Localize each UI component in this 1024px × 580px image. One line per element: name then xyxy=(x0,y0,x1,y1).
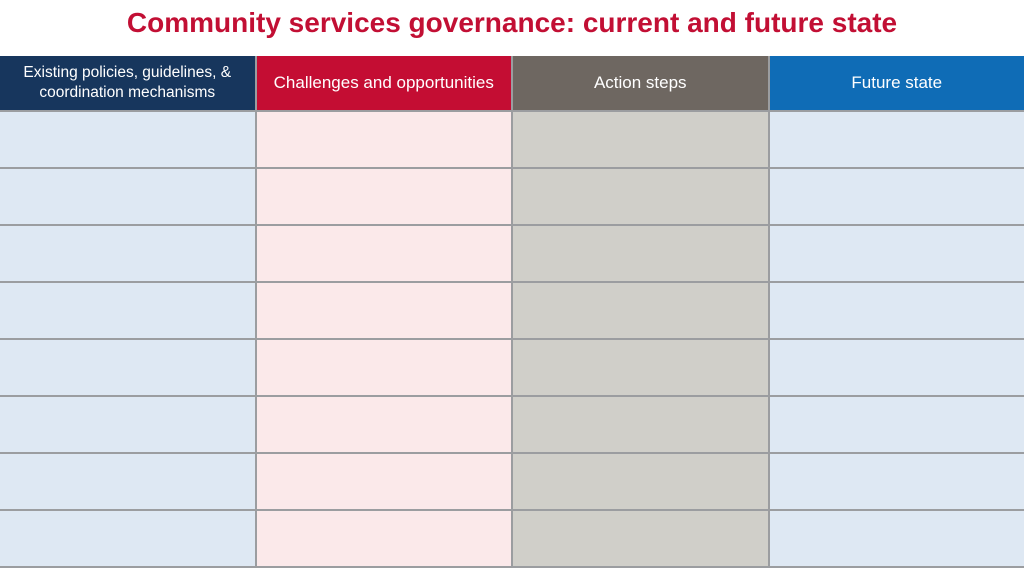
table-cell-future-row5 xyxy=(770,340,1024,395)
column-header-label: Action steps xyxy=(594,72,687,94)
table-cell-challenges-row8 xyxy=(257,511,512,566)
table-cell-actions-row7 xyxy=(513,454,768,509)
table-cell-existing-row8 xyxy=(0,511,255,566)
table-cell-existing-row6 xyxy=(0,397,255,452)
table-cell-future-row2 xyxy=(770,169,1024,224)
table-cell-actions-row1 xyxy=(513,112,768,167)
table-cell-existing-row2 xyxy=(0,169,255,224)
table-cell-future-row8 xyxy=(770,511,1024,566)
column-header-actions: Action steps xyxy=(513,56,768,110)
table-cell-existing-row5 xyxy=(0,340,255,395)
table-cell-future-row3 xyxy=(770,226,1024,281)
column-header-existing: Existing policies, guidelines, & coordin… xyxy=(0,56,255,110)
table-cell-future-row6 xyxy=(770,397,1024,452)
table-cell-future-row4 xyxy=(770,283,1024,338)
table-cell-actions-row2 xyxy=(513,169,768,224)
table-cell-existing-row1 xyxy=(0,112,255,167)
table-cell-actions-row4 xyxy=(513,283,768,338)
table-cell-actions-row8 xyxy=(513,511,768,566)
table-cell-future-row7 xyxy=(770,454,1024,509)
column-header-label: Existing policies, guidelines, & coordin… xyxy=(10,63,245,103)
table-cell-actions-row3 xyxy=(513,226,768,281)
column-header-label: Future state xyxy=(851,72,942,94)
table-cell-challenges-row5 xyxy=(257,340,512,395)
table-cell-existing-row3 xyxy=(0,226,255,281)
table-cell-challenges-row6 xyxy=(257,397,512,452)
table-cell-existing-row7 xyxy=(0,454,255,509)
table-cell-challenges-row1 xyxy=(257,112,512,167)
table-cell-actions-row5 xyxy=(513,340,768,395)
column-header-label: Challenges and opportunities xyxy=(274,72,494,94)
table-cell-actions-row6 xyxy=(513,397,768,452)
table-cell-future-row1 xyxy=(770,112,1024,167)
column-header-challenges: Challenges and opportunities xyxy=(257,56,512,110)
governance-table: Existing policies, guidelines, & coordin… xyxy=(0,56,1024,568)
table-cell-challenges-row4 xyxy=(257,283,512,338)
table-cell-challenges-row7 xyxy=(257,454,512,509)
table-cell-existing-row4 xyxy=(0,283,255,338)
column-header-future: Future state xyxy=(770,56,1024,110)
table-cell-challenges-row2 xyxy=(257,169,512,224)
table-cell-challenges-row3 xyxy=(257,226,512,281)
page-title: Community services governance: current a… xyxy=(0,4,1024,42)
